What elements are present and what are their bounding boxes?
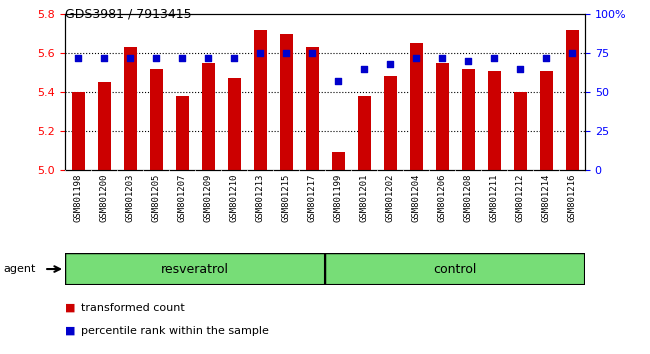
Point (541, 55, 551, 61)
Text: GSM801203: GSM801203 (125, 174, 135, 222)
Point (281, 50, 291, 56)
Point (567, 50, 577, 56)
Text: percentile rank within the sample: percentile rank within the sample (81, 326, 269, 336)
Point (411, 55, 421, 61)
Text: GSM801199: GSM801199 (333, 174, 343, 222)
Point (73, 55, 83, 61)
Bar (488, 70, 500, 170)
Text: control: control (434, 263, 476, 275)
Text: transformed count: transformed count (81, 303, 185, 313)
Point (359, 66, 369, 72)
Point (307, 50, 317, 56)
Point (203, 55, 213, 61)
Bar (72, 92, 84, 170)
Text: GSM801207: GSM801207 (177, 174, 187, 222)
Bar (254, 30, 266, 170)
Bar (462, 69, 474, 170)
Point (463, 58, 473, 64)
Bar (358, 96, 370, 170)
Text: GDS3981 / 7913415: GDS3981 / 7913415 (65, 7, 192, 20)
Text: GSM801208: GSM801208 (463, 174, 473, 222)
Bar (436, 63, 448, 170)
Bar (384, 76, 396, 170)
Point (151, 55, 161, 61)
Text: GSM801216: GSM801216 (567, 174, 577, 222)
Text: GSM801200: GSM801200 (99, 174, 109, 222)
Point (177, 55, 187, 61)
Text: ■: ■ (65, 303, 75, 313)
Text: GSM801201: GSM801201 (359, 174, 369, 222)
Bar (124, 47, 136, 170)
Text: GSM801211: GSM801211 (489, 174, 499, 222)
Text: GSM801205: GSM801205 (151, 174, 161, 222)
Text: GSM801206: GSM801206 (437, 174, 447, 222)
Bar (98, 82, 111, 170)
Point (229, 55, 239, 61)
Text: GSM801202: GSM801202 (385, 174, 395, 222)
Bar (65, 253, 325, 285)
Point (437, 55, 447, 61)
Bar (280, 34, 292, 170)
Bar (306, 47, 318, 170)
Text: GSM801210: GSM801210 (229, 174, 239, 222)
Text: ■: ■ (65, 326, 75, 336)
Text: GSM801212: GSM801212 (515, 174, 525, 222)
Point (125, 55, 135, 61)
Text: GSM801198: GSM801198 (73, 174, 83, 222)
Text: GSM801215: GSM801215 (281, 174, 291, 222)
Text: resveratrol: resveratrol (161, 263, 229, 275)
Point (385, 61, 395, 67)
Point (515, 66, 525, 72)
Bar (325, 253, 585, 285)
Bar (540, 70, 552, 170)
Text: GSM801204: GSM801204 (411, 174, 421, 222)
Text: GSM801213: GSM801213 (255, 174, 265, 222)
Bar (514, 92, 526, 170)
Bar (332, 152, 344, 170)
Text: agent: agent (3, 264, 36, 274)
Bar (202, 63, 214, 170)
Point (99, 55, 109, 61)
Bar (150, 69, 162, 170)
Text: GSM801209: GSM801209 (203, 174, 213, 222)
Text: GSM801217: GSM801217 (307, 174, 317, 222)
Bar (176, 96, 188, 170)
Point (489, 55, 499, 61)
Text: GSM801214: GSM801214 (541, 174, 551, 222)
Bar (566, 30, 578, 170)
Point (255, 50, 265, 56)
Point (333, 78, 343, 84)
Bar (410, 43, 422, 170)
Bar (227, 78, 240, 170)
